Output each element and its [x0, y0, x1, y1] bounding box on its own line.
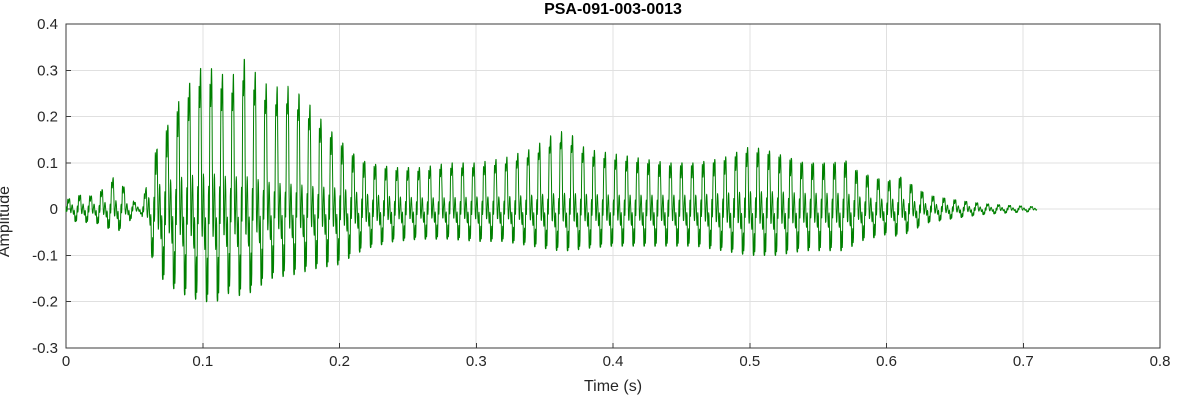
svg-text:0.4: 0.4	[603, 353, 624, 370]
svg-text:0.3: 0.3	[466, 353, 487, 370]
chart-title: PSA-091-003-0013	[544, 1, 682, 18]
x-axis-label: Time (s)	[583, 378, 643, 395]
svg-text:-0.2: -0.2	[32, 294, 58, 311]
svg-text:0.1: 0.1	[192, 353, 213, 370]
svg-text:0.5: 0.5	[739, 353, 760, 370]
svg-text:0.7: 0.7	[1013, 353, 1034, 370]
svg-text:-0.1: -0.1	[32, 247, 58, 264]
svg-text:0.4: 0.4	[37, 16, 58, 33]
y-axis-label-text: Amplitude	[0, 186, 13, 258]
svg-text:0.6: 0.6	[876, 353, 897, 370]
svg-text:0.1: 0.1	[37, 155, 58, 172]
svg-text:0.8: 0.8	[1150, 353, 1171, 370]
svg-text:0: 0	[50, 201, 58, 218]
svg-text:0: 0	[62, 353, 70, 370]
svg-text:0.3: 0.3	[37, 62, 58, 79]
svg-text:0.2: 0.2	[329, 353, 350, 370]
svg-text:0.2: 0.2	[37, 109, 58, 126]
svg-text:-0.3: -0.3	[32, 340, 58, 357]
